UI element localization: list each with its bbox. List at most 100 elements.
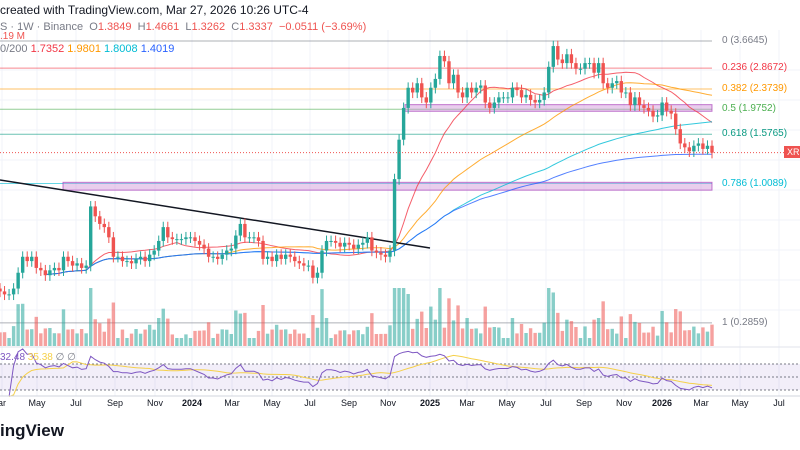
candle-body [16,272,20,289]
candle-body [642,105,646,108]
volume-bar [660,310,664,346]
volume-bar [424,328,428,346]
volume-bar [542,322,546,346]
volume-bar [293,329,297,346]
candle-body [320,250,324,273]
candle-body [646,107,651,111]
volume-bar [243,312,247,346]
volume-bar [528,328,533,346]
candle-body [193,237,197,241]
volume-bar [356,330,360,346]
volume-bar [615,333,619,346]
tradingview-logo: ingView [0,421,64,440]
candle-body [93,206,97,217]
candle-body [202,244,206,249]
volume-bar [39,333,43,346]
ma-legend[interactable]: 0/200 1.7352 1.9801 1.8008 1.4019 [0,43,174,55]
candle-body [315,272,320,278]
candle-body [166,227,170,238]
candle-body [89,206,93,266]
candle-body [52,267,57,271]
volume-bar [492,327,497,346]
volume-bar [479,333,483,346]
candle-body [438,55,442,79]
fib-level-label: 0.5 (1.9752) [722,103,776,115]
candle-body [578,68,583,70]
volume-bar [157,318,161,346]
candle-body [356,244,360,249]
candle-body [669,110,673,114]
volume-bar [397,288,401,346]
candle-body [206,248,211,257]
x-tick-label: Jul [70,398,82,408]
candle-body [215,256,220,259]
candle-body [284,254,288,259]
candle-body [510,87,515,98]
volume-bar [605,329,610,346]
volume-bar [229,334,233,346]
candle-body [243,223,247,238]
trendline [0,179,431,249]
candle-body [483,85,487,103]
fib-level-label: 0.786 (1.0089) [722,177,788,189]
fib-level-label: 0.382 (2.3739) [722,82,788,94]
candle-body [410,87,415,93]
candle-body [696,143,701,146]
volume-bar [11,326,16,346]
volume-bar [111,302,116,346]
volume-bar [696,333,701,346]
symbol-info[interactable]: S · 1W · Binance [0,21,84,33]
candle-body [537,99,542,103]
volume-bar [352,330,356,346]
volume-bar [161,308,165,346]
volume-bar [669,332,673,346]
volume-bar [710,324,714,346]
rsi-legend[interactable]: 32.48 35.38 ∅ ∅ [0,352,76,363]
x-tick-label: May [28,398,46,408]
volume-bar [265,333,270,346]
volume-bar [560,330,565,346]
volume-bar [202,330,206,346]
candle-body [197,240,202,245]
candle-body [460,92,465,98]
candle-body [238,223,243,236]
volume-bar [483,306,487,346]
candle-body [583,63,587,69]
volume-bar [138,333,143,346]
volume-bar [361,334,365,346]
candle-body [293,256,297,262]
volume-bar [374,334,379,346]
volume-bar [692,326,696,346]
candle-body [211,256,215,258]
candle-body [674,113,678,130]
candle-body [57,267,61,271]
volume-bar [125,338,129,346]
volume-bar [420,311,424,346]
volume-bar [89,288,93,346]
volume-bar [329,338,333,346]
candle-body [705,145,710,149]
volume-bar [565,319,569,346]
candle-body [116,256,120,258]
volume-bar [166,318,170,346]
volume-bar [75,333,79,346]
candle-body [352,244,356,249]
volume-bar [596,318,601,346]
candle-body [342,242,347,247]
volume-bar [569,321,574,346]
volume-bar [438,288,442,346]
candle-body [637,97,642,106]
candle-body [442,55,447,62]
x-tick-label: Mar [224,398,240,408]
volume-bar [333,334,338,346]
volume-bar [592,319,596,346]
fib-level-label: 0.618 (1.5765) [722,128,788,140]
x-tick-label: Mar [693,398,709,408]
candle-body [288,254,292,257]
candle-body [184,237,188,240]
rsi-ma-line [8,354,713,397]
x-tick-label: Sep [575,398,593,408]
volume-bar [379,333,383,346]
volume-bar [324,318,329,346]
